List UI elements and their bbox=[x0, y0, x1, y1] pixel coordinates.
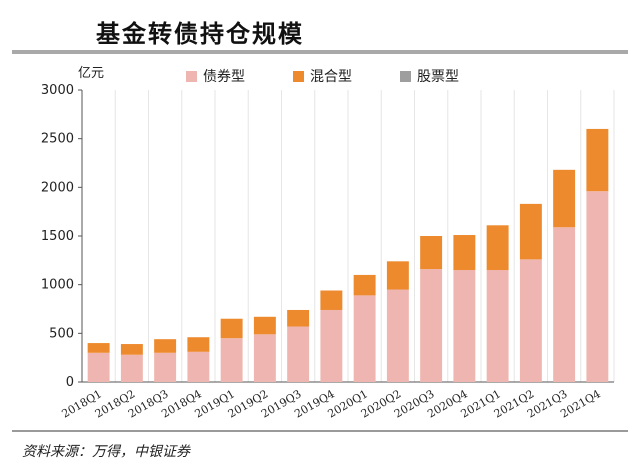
legend-item-stock: 股票型 bbox=[400, 66, 459, 86]
bar-mixed bbox=[87, 343, 110, 353]
bar-bond bbox=[253, 334, 276, 382]
bar-mixed bbox=[453, 235, 476, 271]
y-tick-label: 2500 bbox=[41, 132, 74, 147]
bar-bond bbox=[120, 354, 143, 382]
bar-bond bbox=[420, 269, 443, 382]
bar-bond bbox=[220, 338, 243, 382]
legend-label-stock: 股票型 bbox=[417, 69, 459, 85]
chart-title: 基金转债持仓规模 bbox=[96, 20, 304, 48]
legend-swatch-stock bbox=[400, 70, 411, 82]
bar-bond bbox=[287, 326, 310, 382]
bar-mixed bbox=[154, 339, 177, 353]
legend-swatch-mixed bbox=[293, 70, 304, 82]
y-tick-label: 500 bbox=[49, 326, 74, 341]
bar-mixed bbox=[353, 274, 376, 296]
bar-bond bbox=[320, 309, 343, 382]
source-divider bbox=[12, 430, 628, 432]
bar-bond bbox=[187, 351, 210, 382]
bar-bond bbox=[453, 270, 476, 382]
y-tick-label: 1500 bbox=[41, 229, 74, 244]
bar-bond bbox=[154, 352, 177, 382]
y-tick-label: 2000 bbox=[41, 180, 74, 195]
bar-mixed bbox=[486, 225, 509, 271]
y-tick-label: 0 bbox=[66, 375, 74, 390]
bar-mixed bbox=[220, 318, 243, 339]
bar-mixed bbox=[320, 290, 343, 310]
source-note: 资料来源：万得，中银证券 bbox=[22, 444, 190, 460]
bar-mixed bbox=[187, 337, 210, 352]
bar-mixed bbox=[553, 169, 576, 228]
bar-bond bbox=[87, 352, 110, 382]
bar-mixed bbox=[420, 236, 443, 270]
legend-label-bond: 债券型 bbox=[203, 69, 245, 85]
legend: 债券型 混合型 股票型 bbox=[186, 66, 459, 86]
bar-mixed bbox=[253, 316, 276, 335]
bar-bond bbox=[386, 289, 409, 382]
y-tick-label: 1000 bbox=[41, 278, 74, 293]
bar-bond bbox=[519, 259, 542, 382]
bar-bond bbox=[486, 270, 509, 382]
chart-plot: 0500100015002000250030002018Q12018Q22018… bbox=[41, 83, 615, 421]
bar-mixed bbox=[519, 203, 542, 260]
bar-bond bbox=[353, 295, 376, 382]
bar-bond bbox=[586, 191, 609, 382]
bar-bond bbox=[553, 227, 576, 382]
legend-label-mixed: 混合型 bbox=[310, 69, 352, 85]
title-divider bbox=[12, 50, 628, 54]
bar-mixed bbox=[120, 344, 143, 355]
bar-mixed bbox=[386, 261, 409, 290]
title-block: 基金转债持仓规模 bbox=[0, 0, 640, 58]
y-axis-unit-label: 亿元 bbox=[78, 66, 105, 81]
legend-item-bond: 债券型 bbox=[186, 66, 245, 86]
bar-mixed bbox=[287, 309, 310, 327]
legend-item-mixed: 混合型 bbox=[293, 66, 352, 86]
y-tick-label: 3000 bbox=[41, 83, 74, 98]
bar-mixed bbox=[586, 128, 609, 192]
legend-swatch-bond bbox=[186, 70, 197, 82]
